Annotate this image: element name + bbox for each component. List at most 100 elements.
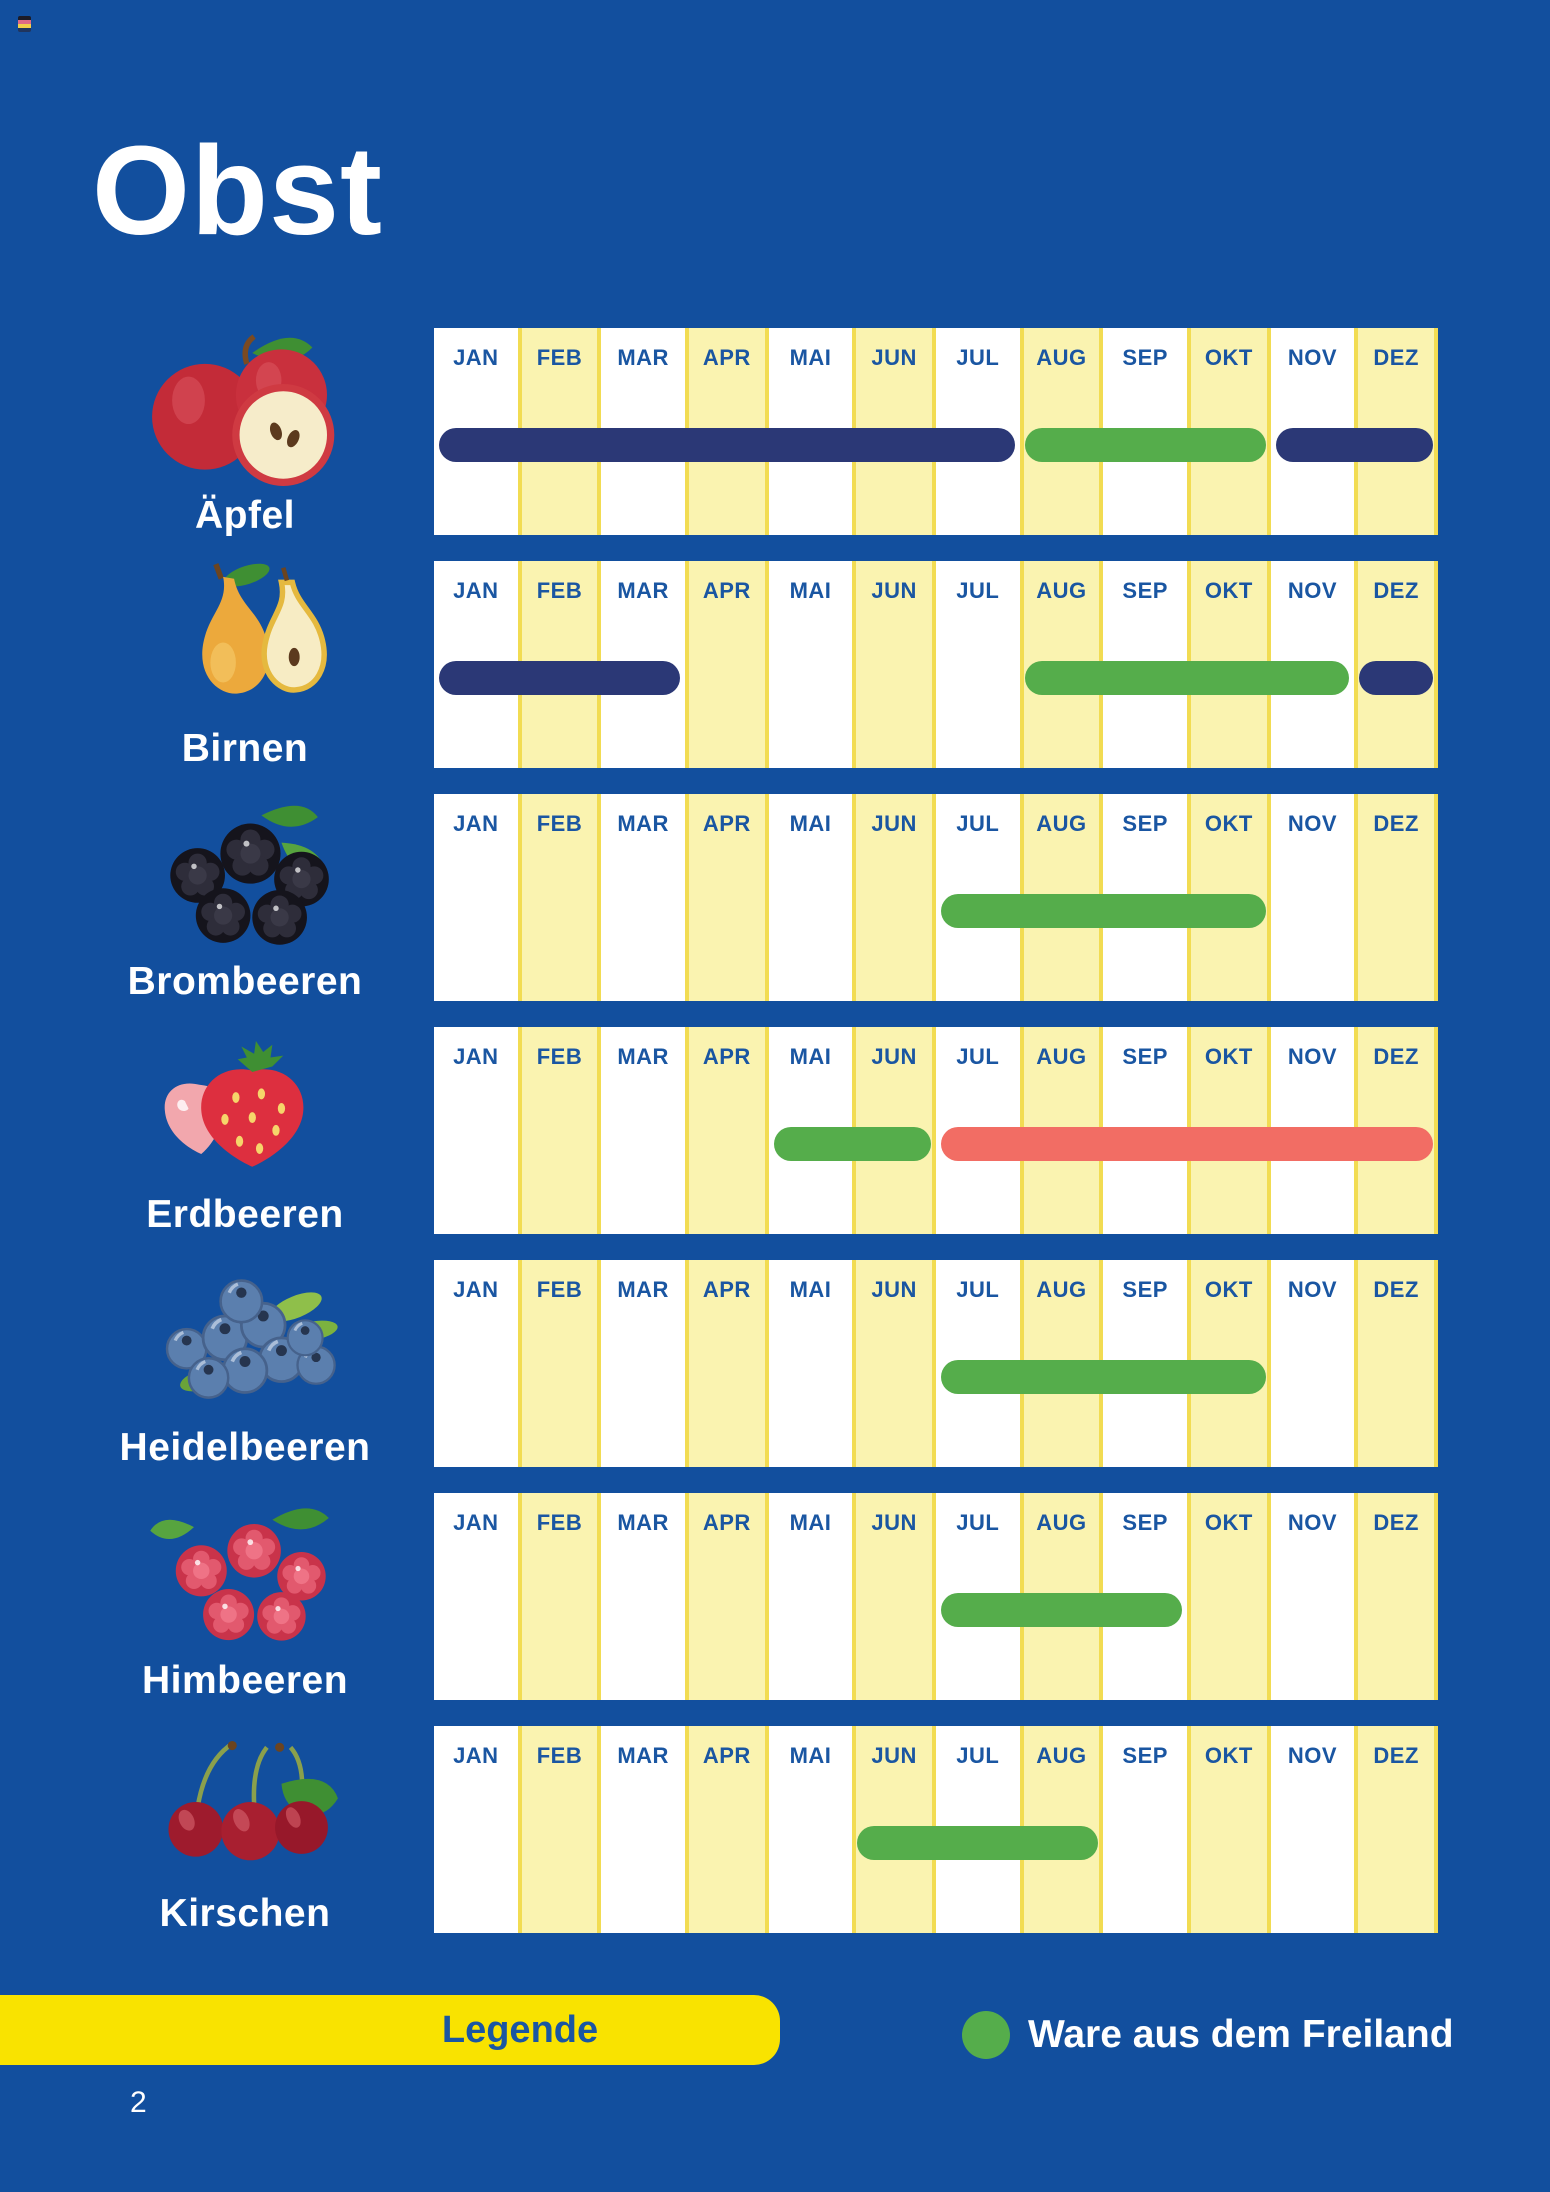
month-column: JUN bbox=[852, 1260, 936, 1467]
month-header: JUL bbox=[956, 1277, 1000, 1302]
month-header: AUG bbox=[1036, 1510, 1087, 1535]
month-header: NOV bbox=[1287, 1277, 1338, 1302]
month-header: SEP bbox=[1122, 1044, 1168, 1069]
month-header: APR bbox=[702, 578, 751, 603]
month-column: FEB bbox=[517, 1027, 602, 1234]
apples-figure bbox=[120, 320, 370, 488]
month-column: MAI bbox=[768, 794, 853, 1001]
month-header: MAI bbox=[789, 1743, 832, 1768]
month-header: JUL bbox=[956, 1743, 1000, 1768]
strawberries-image bbox=[164, 1041, 304, 1167]
month-column: NOV bbox=[1270, 1260, 1355, 1467]
month-header: JUN bbox=[871, 578, 917, 603]
month-header: DEZ bbox=[1373, 578, 1419, 603]
blackberries-image bbox=[170, 805, 329, 945]
season-bar-navy bbox=[439, 428, 1015, 462]
month-header: FEB bbox=[536, 1510, 583, 1535]
page-marker-icon bbox=[18, 16, 31, 32]
season-bar-green bbox=[1024, 428, 1266, 462]
fruit-row: Himbeeren JAN FEB MAR APR MAI JUN JUL AUG SEP OKT N… bbox=[0, 1493, 1550, 1702]
month-header: MAR bbox=[617, 811, 669, 836]
month-column: APR bbox=[685, 794, 769, 1001]
month-header: NOV bbox=[1287, 345, 1338, 370]
fruit-label: Erdbeeren bbox=[146, 1193, 344, 1236]
month-header: MAI bbox=[789, 345, 832, 370]
month-header: SEP bbox=[1122, 811, 1168, 836]
month-column: APR bbox=[685, 1260, 769, 1467]
season-bar-navy bbox=[1359, 661, 1433, 695]
month-column: OKT bbox=[1187, 1726, 1271, 1933]
legend-title: Legende bbox=[441, 2008, 599, 2051]
month-header: APR bbox=[702, 811, 751, 836]
fruit-label: Brombeeren bbox=[127, 960, 363, 1003]
month-header: JUN bbox=[871, 1510, 917, 1535]
month-header: JUN bbox=[871, 1743, 917, 1768]
page-number: 2 bbox=[130, 2086, 147, 2119]
month-column: FEB bbox=[517, 1260, 602, 1467]
season-grid: JAN FEB MAR APR MAI JUN JUL AUG SEP OKT NOV DEZ bbox=[434, 1493, 1438, 1700]
month-header: JUN bbox=[871, 811, 917, 836]
month-header: JAN bbox=[453, 345, 499, 370]
season-grid: JAN FEB MAR APR MAI JUN JUL AUG SEP OKT NOV DEZ bbox=[434, 1260, 1438, 1467]
month-column: APR bbox=[685, 1726, 769, 1933]
month-header: MAI bbox=[789, 1510, 832, 1535]
season-bar-navy bbox=[439, 661, 680, 695]
month-header: JUN bbox=[871, 345, 917, 370]
month-column: APR bbox=[685, 1493, 769, 1700]
month-column: FEB bbox=[517, 1493, 602, 1700]
month-header: MAI bbox=[789, 811, 832, 836]
month-header: JAN bbox=[453, 1044, 499, 1069]
month-column: DEZ bbox=[1354, 1726, 1438, 1933]
month-header: DEZ bbox=[1373, 345, 1419, 370]
month-header: NOV bbox=[1287, 1044, 1338, 1069]
month-header: MAR bbox=[617, 1044, 669, 1069]
month-header: FEB bbox=[536, 345, 583, 370]
month-header: APR bbox=[702, 345, 751, 370]
month-column: JAN bbox=[434, 1493, 518, 1700]
legend-item: Ware aus dem Freiland bbox=[962, 2008, 1454, 2062]
month-header: FEB bbox=[536, 1277, 583, 1302]
month-column: MAI bbox=[768, 1260, 853, 1467]
month-column: JUL bbox=[936, 561, 1020, 768]
month-column: JAN bbox=[434, 794, 518, 1001]
month-header: APR bbox=[702, 1743, 751, 1768]
month-header: MAR bbox=[617, 1277, 669, 1302]
month-column: NOV bbox=[1270, 1493, 1355, 1700]
month-column: JUN bbox=[852, 1493, 936, 1700]
pears-figure bbox=[120, 553, 370, 721]
month-column: FEB bbox=[517, 1726, 602, 1933]
month-column: DEZ bbox=[1354, 794, 1438, 1001]
season-bar-green bbox=[941, 1360, 1266, 1394]
month-header: NOV bbox=[1287, 1510, 1338, 1535]
month-column: MAR bbox=[601, 1027, 685, 1234]
month-header: AUG bbox=[1036, 345, 1087, 370]
season-bar-red bbox=[941, 1127, 1433, 1161]
month-column: JUN bbox=[852, 561, 936, 768]
month-header: JUL bbox=[956, 811, 1000, 836]
month-header: OKT bbox=[1204, 345, 1253, 370]
blueberries-figure bbox=[120, 1252, 370, 1420]
fruit-label: Äpfel bbox=[195, 494, 295, 537]
month-header: OKT bbox=[1204, 578, 1253, 603]
month-header: SEP bbox=[1122, 1510, 1168, 1535]
fruit-label: Himbeeren bbox=[141, 1659, 349, 1702]
season-bar-green bbox=[857, 1826, 1099, 1860]
pears-image bbox=[202, 563, 327, 694]
month-header: SEP bbox=[1122, 578, 1168, 603]
season-bar-green bbox=[941, 1593, 1182, 1627]
month-column: MAI bbox=[768, 1493, 853, 1700]
month-header: OKT bbox=[1204, 1044, 1253, 1069]
month-column: MAR bbox=[601, 1493, 685, 1700]
month-header: MAR bbox=[617, 345, 669, 370]
month-header: AUG bbox=[1036, 578, 1087, 603]
month-header: DEZ bbox=[1373, 1510, 1419, 1535]
month-header: FEB bbox=[536, 1044, 583, 1069]
blueberries-image bbox=[165, 1278, 338, 1400]
month-header: OKT bbox=[1204, 1743, 1253, 1768]
month-header: MAI bbox=[789, 1044, 832, 1069]
month-column: OKT bbox=[1187, 1493, 1271, 1700]
season-grid: JAN FEB MAR APR MAI JUN JUL AUG SEP OKT NOV DEZ bbox=[434, 794, 1438, 1001]
fruit-label: Kirschen bbox=[159, 1892, 331, 1935]
legend-green-dot-icon bbox=[962, 2011, 1010, 2059]
